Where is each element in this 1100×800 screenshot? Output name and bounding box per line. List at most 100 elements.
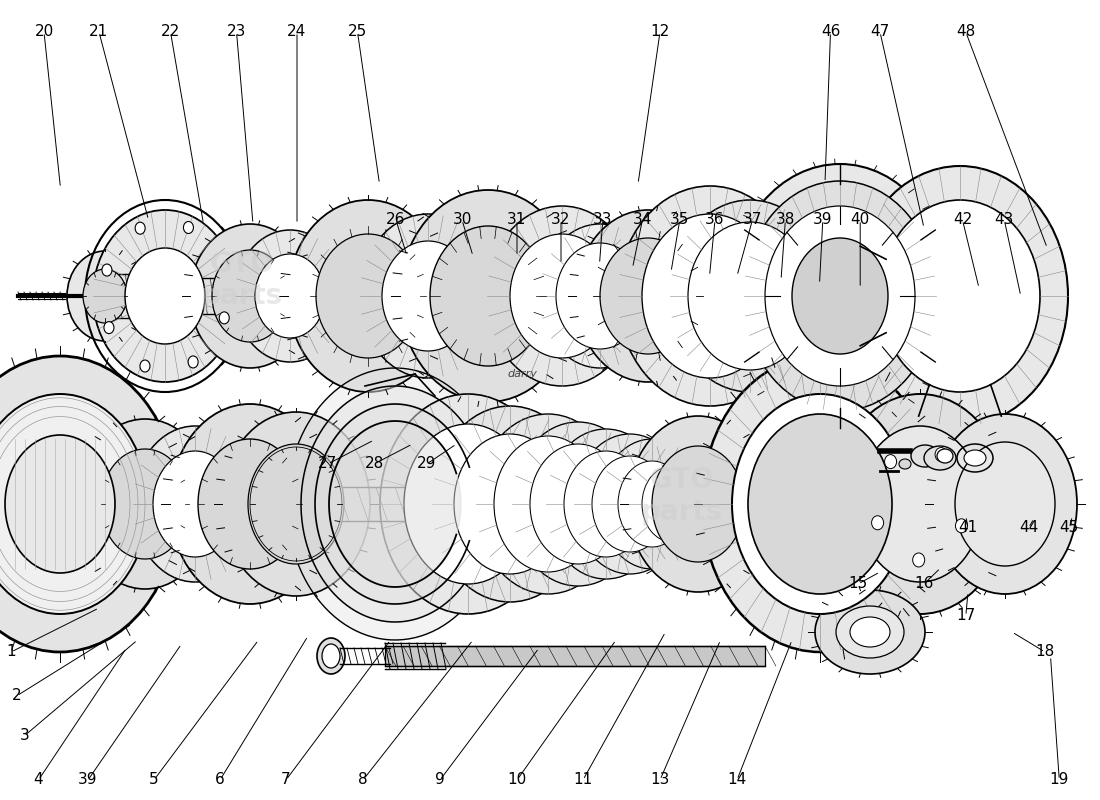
Ellipse shape xyxy=(702,356,938,652)
Polygon shape xyxy=(301,386,490,622)
Bar xyxy=(500,282,780,310)
Ellipse shape xyxy=(512,422,644,586)
Ellipse shape xyxy=(360,214,496,378)
Ellipse shape xyxy=(184,222,194,234)
Ellipse shape xyxy=(748,414,892,594)
Text: 36: 36 xyxy=(705,213,725,227)
Ellipse shape xyxy=(67,251,143,341)
Text: 39: 39 xyxy=(813,213,833,227)
Text: 37: 37 xyxy=(742,213,762,227)
Ellipse shape xyxy=(382,241,474,351)
Text: 6: 6 xyxy=(216,773,224,787)
Ellipse shape xyxy=(924,446,956,470)
Polygon shape xyxy=(315,404,475,604)
Text: 18: 18 xyxy=(1035,645,1055,659)
Text: 33: 33 xyxy=(593,213,613,227)
Text: 1: 1 xyxy=(7,645,15,659)
Ellipse shape xyxy=(732,394,907,614)
Text: 44: 44 xyxy=(1019,521,1038,535)
Ellipse shape xyxy=(153,451,236,557)
Text: 4: 4 xyxy=(34,773,43,787)
Ellipse shape xyxy=(815,590,925,674)
Bar xyxy=(310,280,510,312)
Text: GTO
parts: GTO parts xyxy=(641,466,723,526)
Text: 39: 39 xyxy=(78,773,98,787)
Ellipse shape xyxy=(964,450,986,466)
Ellipse shape xyxy=(212,250,288,342)
Text: 24: 24 xyxy=(287,25,307,39)
Text: 10: 10 xyxy=(507,773,527,787)
Ellipse shape xyxy=(642,466,702,542)
Ellipse shape xyxy=(937,449,953,463)
Ellipse shape xyxy=(476,414,620,594)
Ellipse shape xyxy=(600,439,704,569)
Ellipse shape xyxy=(82,269,126,323)
Text: 47: 47 xyxy=(870,25,890,39)
Ellipse shape xyxy=(858,426,982,582)
Ellipse shape xyxy=(618,461,686,547)
Ellipse shape xyxy=(316,234,420,358)
Text: 43: 43 xyxy=(994,213,1014,227)
Ellipse shape xyxy=(935,447,947,462)
Text: 45: 45 xyxy=(1059,521,1079,535)
Text: 3: 3 xyxy=(20,729,29,743)
Text: 28: 28 xyxy=(364,457,384,471)
Ellipse shape xyxy=(198,439,302,569)
Ellipse shape xyxy=(556,243,644,349)
Ellipse shape xyxy=(77,419,213,589)
Ellipse shape xyxy=(510,234,614,358)
Ellipse shape xyxy=(0,394,148,614)
Text: 20: 20 xyxy=(34,25,54,39)
Text: 31: 31 xyxy=(507,213,527,227)
Ellipse shape xyxy=(564,451,648,557)
Ellipse shape xyxy=(652,446,744,562)
Ellipse shape xyxy=(101,449,189,559)
Ellipse shape xyxy=(102,264,112,276)
Ellipse shape xyxy=(222,412,370,596)
Ellipse shape xyxy=(730,164,950,428)
Polygon shape xyxy=(329,421,461,587)
Ellipse shape xyxy=(454,434,566,574)
Ellipse shape xyxy=(688,222,812,370)
Text: 7: 7 xyxy=(282,773,290,787)
Ellipse shape xyxy=(430,226,546,366)
Ellipse shape xyxy=(530,444,626,564)
Ellipse shape xyxy=(248,444,344,564)
Text: 38: 38 xyxy=(776,213,795,227)
Text: 40: 40 xyxy=(850,213,870,227)
Ellipse shape xyxy=(871,516,883,530)
Ellipse shape xyxy=(188,356,198,368)
Ellipse shape xyxy=(642,214,778,378)
Ellipse shape xyxy=(6,435,115,573)
Ellipse shape xyxy=(836,606,904,658)
Ellipse shape xyxy=(628,416,768,592)
Ellipse shape xyxy=(494,436,602,572)
Text: 48: 48 xyxy=(956,25,976,39)
Ellipse shape xyxy=(670,200,830,392)
Ellipse shape xyxy=(170,404,330,604)
Ellipse shape xyxy=(190,224,310,368)
Ellipse shape xyxy=(379,394,556,614)
Bar xyxy=(100,274,210,318)
Text: 25: 25 xyxy=(348,25,367,39)
Ellipse shape xyxy=(540,224,660,368)
Ellipse shape xyxy=(899,459,911,469)
Ellipse shape xyxy=(933,414,1077,594)
Bar xyxy=(260,487,820,521)
Ellipse shape xyxy=(103,322,114,334)
Text: 5: 5 xyxy=(150,773,158,787)
Ellipse shape xyxy=(884,454,896,469)
Ellipse shape xyxy=(317,638,345,674)
Text: 13: 13 xyxy=(650,773,670,787)
Ellipse shape xyxy=(592,456,668,552)
Text: 34: 34 xyxy=(632,213,652,227)
Ellipse shape xyxy=(255,254,324,338)
Ellipse shape xyxy=(487,206,637,386)
Text: 32: 32 xyxy=(551,213,571,227)
Ellipse shape xyxy=(0,356,178,652)
Ellipse shape xyxy=(400,190,576,402)
Ellipse shape xyxy=(880,200,1040,392)
Ellipse shape xyxy=(404,424,532,584)
Text: 41: 41 xyxy=(958,521,978,535)
Ellipse shape xyxy=(956,519,967,533)
